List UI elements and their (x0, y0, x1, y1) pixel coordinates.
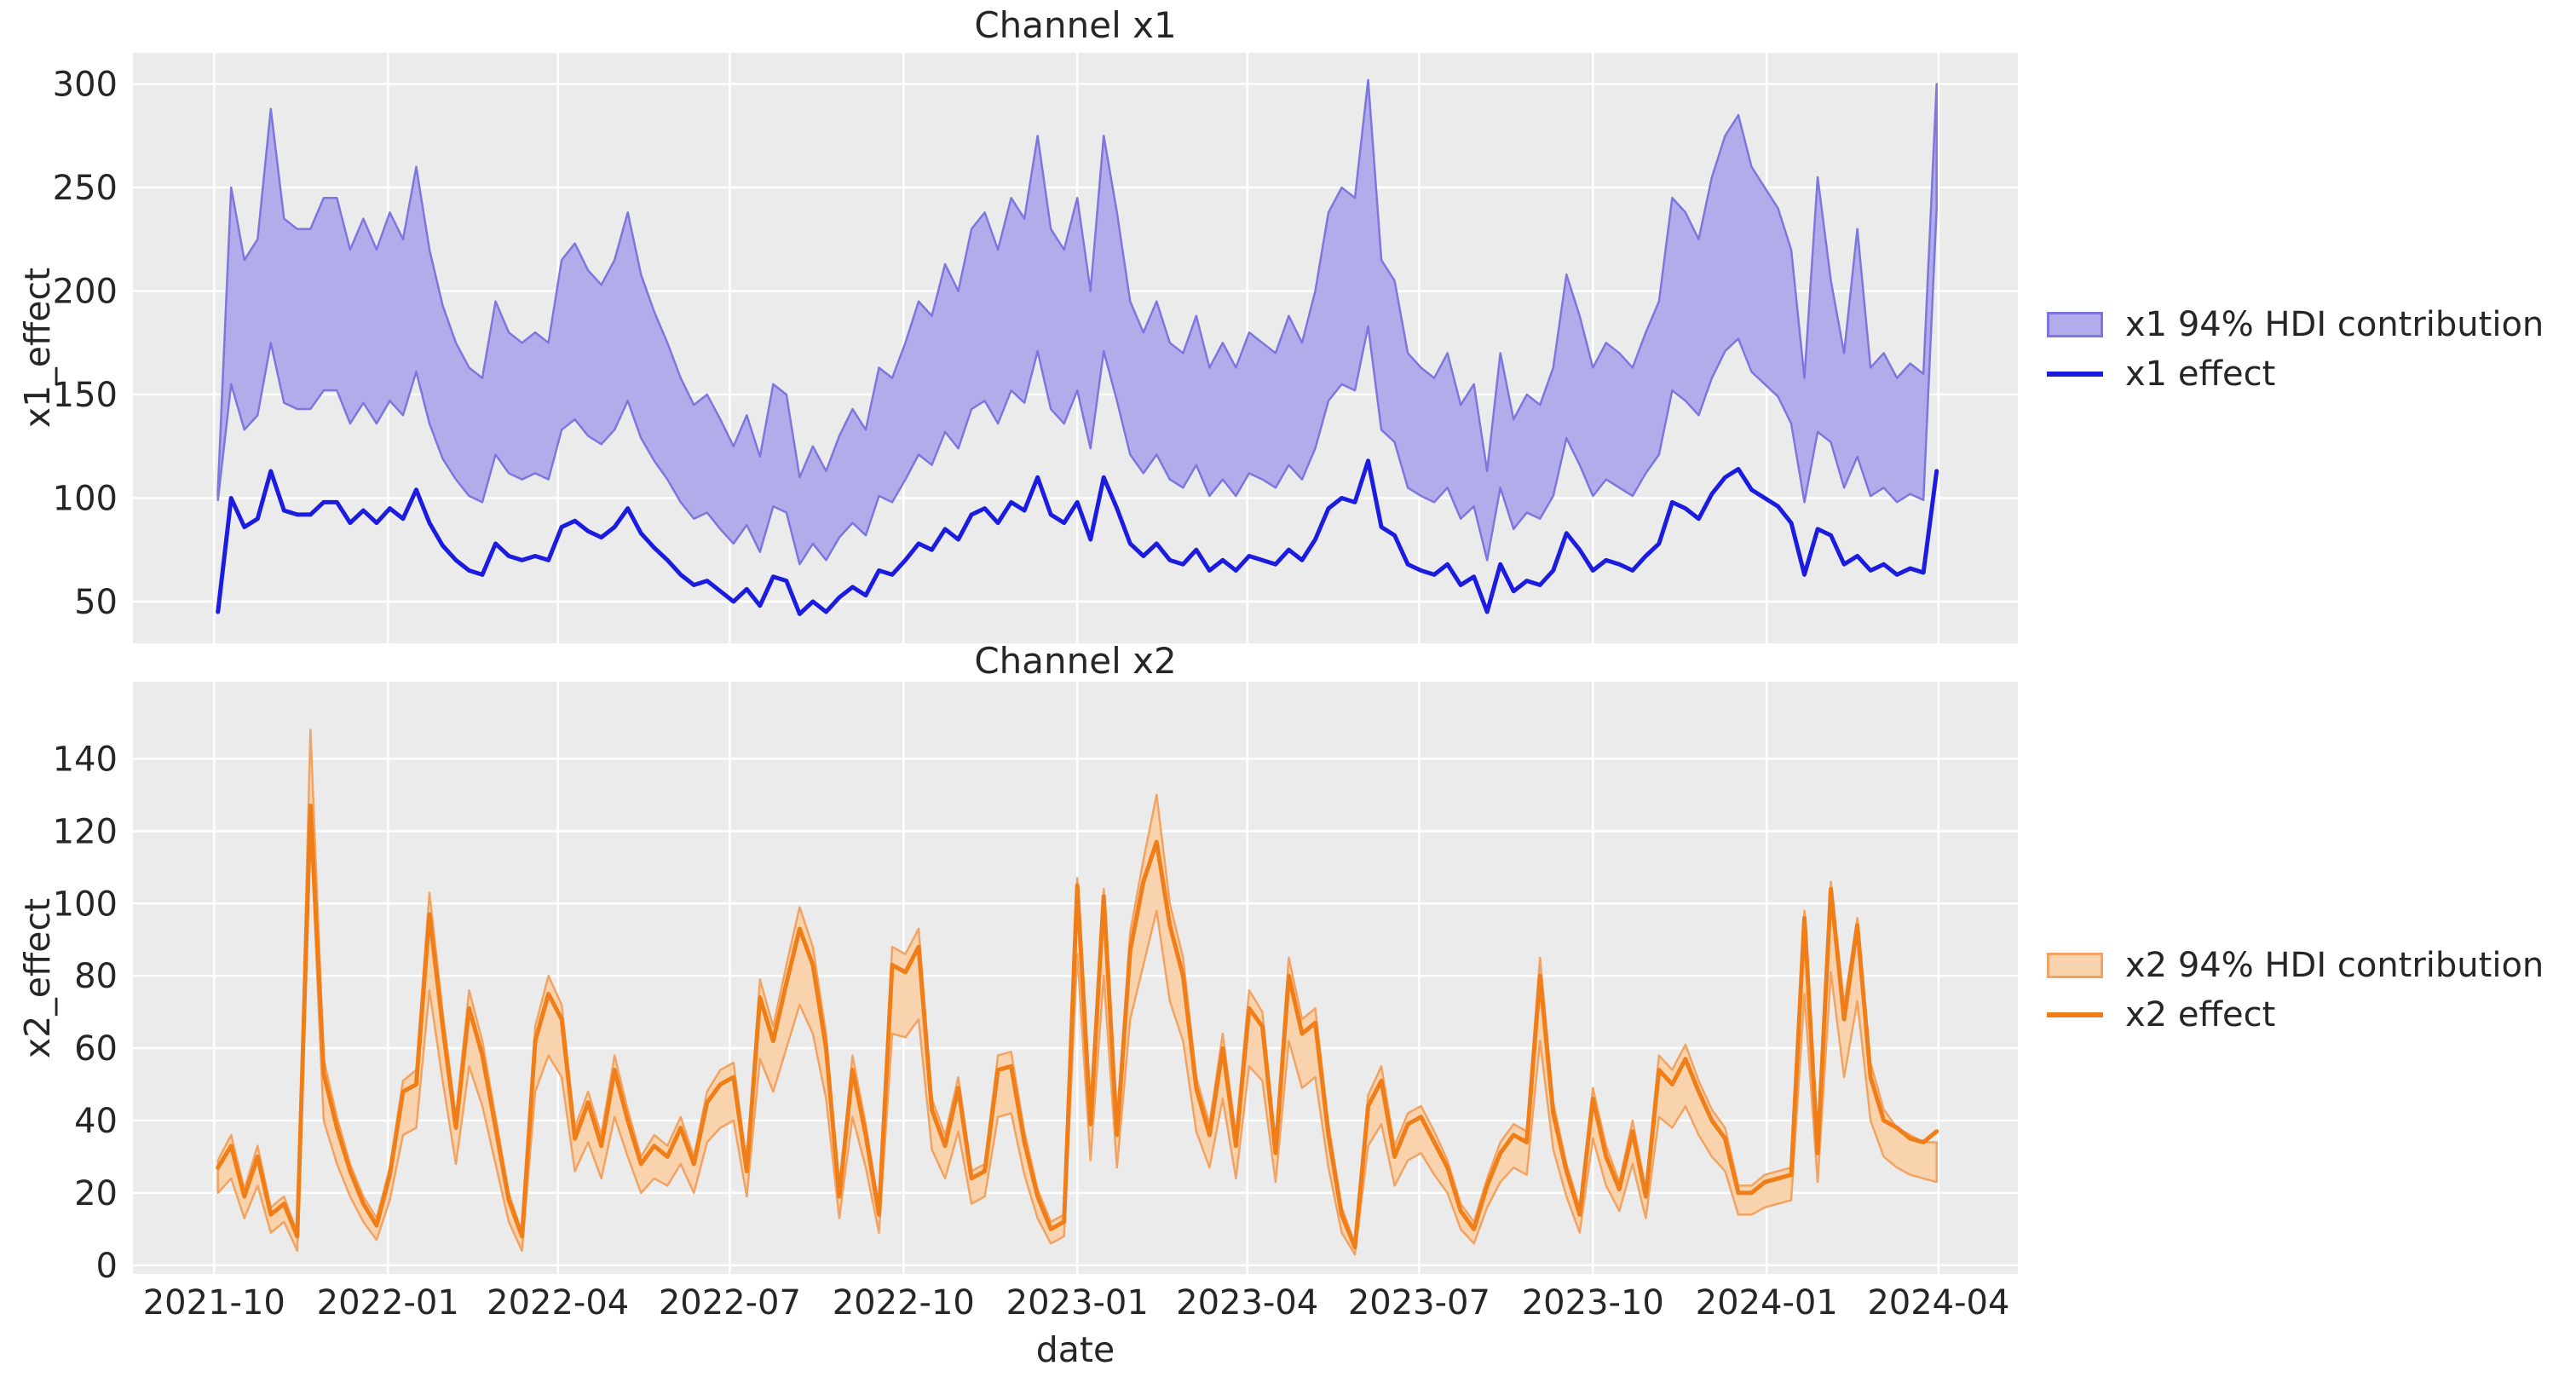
y-tick-label: 20 (74, 1174, 118, 1213)
hdi-band (216, 729, 1938, 1256)
legend-row-x2-hdi: x2 94% HDI contribution (2047, 941, 2544, 990)
x1-hdi-patch-swatch (2047, 312, 2103, 337)
effect-line (216, 458, 1939, 617)
x-tick-label: 2022-01 (317, 1283, 459, 1322)
x-tick-label: 2023-01 (1006, 1283, 1149, 1322)
x1-effect-line-swatch (2047, 372, 2103, 377)
x-tick-label: 2022-07 (659, 1283, 801, 1322)
x-tick-label: 2023-10 (1522, 1283, 1664, 1322)
y-tick-label: 0 (96, 1247, 118, 1286)
x-tick-label: 2024-01 (1696, 1283, 1838, 1322)
hdi-band (216, 78, 1938, 566)
chart-x2: 0 20 40 60 80 100 120 140 2021-10 2022-01 2022-04 2… (53, 682, 2018, 1322)
x-tick-label: 2022-10 (833, 1283, 975, 1322)
y-tick-label: 150 (53, 376, 118, 415)
y-tick-label: 300 (53, 66, 118, 105)
legend-label: x1 94% HDI contribution (2125, 305, 2544, 344)
y-tick-label: 140 (53, 740, 118, 779)
legend-label: x1 effect (2125, 354, 2276, 394)
y-tick-label: 100 (53, 885, 118, 924)
legend-row-x2-effect: x2 effect (2047, 990, 2544, 1040)
x-tick-label: 2024-04 (1867, 1283, 2009, 1322)
x2-effect-line-swatch (2047, 1012, 2103, 1017)
y-axis-label-x2: x2_effect (17, 897, 58, 1059)
y-tick-label: 60 (74, 1029, 118, 1069)
legend-row-x1-effect: x1 effect (2047, 349, 2544, 399)
legend-label: x2 effect (2125, 995, 2276, 1034)
x-tick-label: 2021-10 (143, 1283, 285, 1322)
chart-title-x1: Channel x1 (974, 4, 1177, 46)
legend-x2: x2 94% HDI contribution x2 effect (2047, 941, 2544, 1040)
legend-label: x2 94% HDI contribution (2125, 946, 2544, 985)
legend-x1: x1 94% HDI contribution x1 effect (2047, 300, 2544, 399)
y-tick-label: 120 (53, 812, 118, 851)
y-tick-label: 100 (53, 479, 118, 518)
y-tick-label: 40 (74, 1102, 118, 1141)
chart-x1: 50 100 150 200 250 300 (53, 53, 2018, 643)
effect-line (216, 804, 1939, 1250)
x-tick-label: 2023-04 (1176, 1283, 1318, 1322)
chart-title-x2: Channel x2 (974, 640, 1177, 682)
x-axis-label: date (1035, 1329, 1115, 1370)
y-tick-label: 50 (74, 583, 118, 622)
legend-row-x1-hdi: x1 94% HDI contribution (2047, 300, 2544, 349)
y-axis-label-x1: x1_effect (17, 267, 58, 429)
x2-hdi-patch-swatch (2047, 953, 2103, 978)
x-tick-label: 2022-04 (487, 1283, 629, 1322)
y-tick-label: 250 (53, 169, 118, 208)
y-tick-label: 200 (53, 273, 118, 312)
x-tick-label: 2023-07 (1348, 1283, 1490, 1322)
y-tick-label: 80 (74, 957, 118, 996)
